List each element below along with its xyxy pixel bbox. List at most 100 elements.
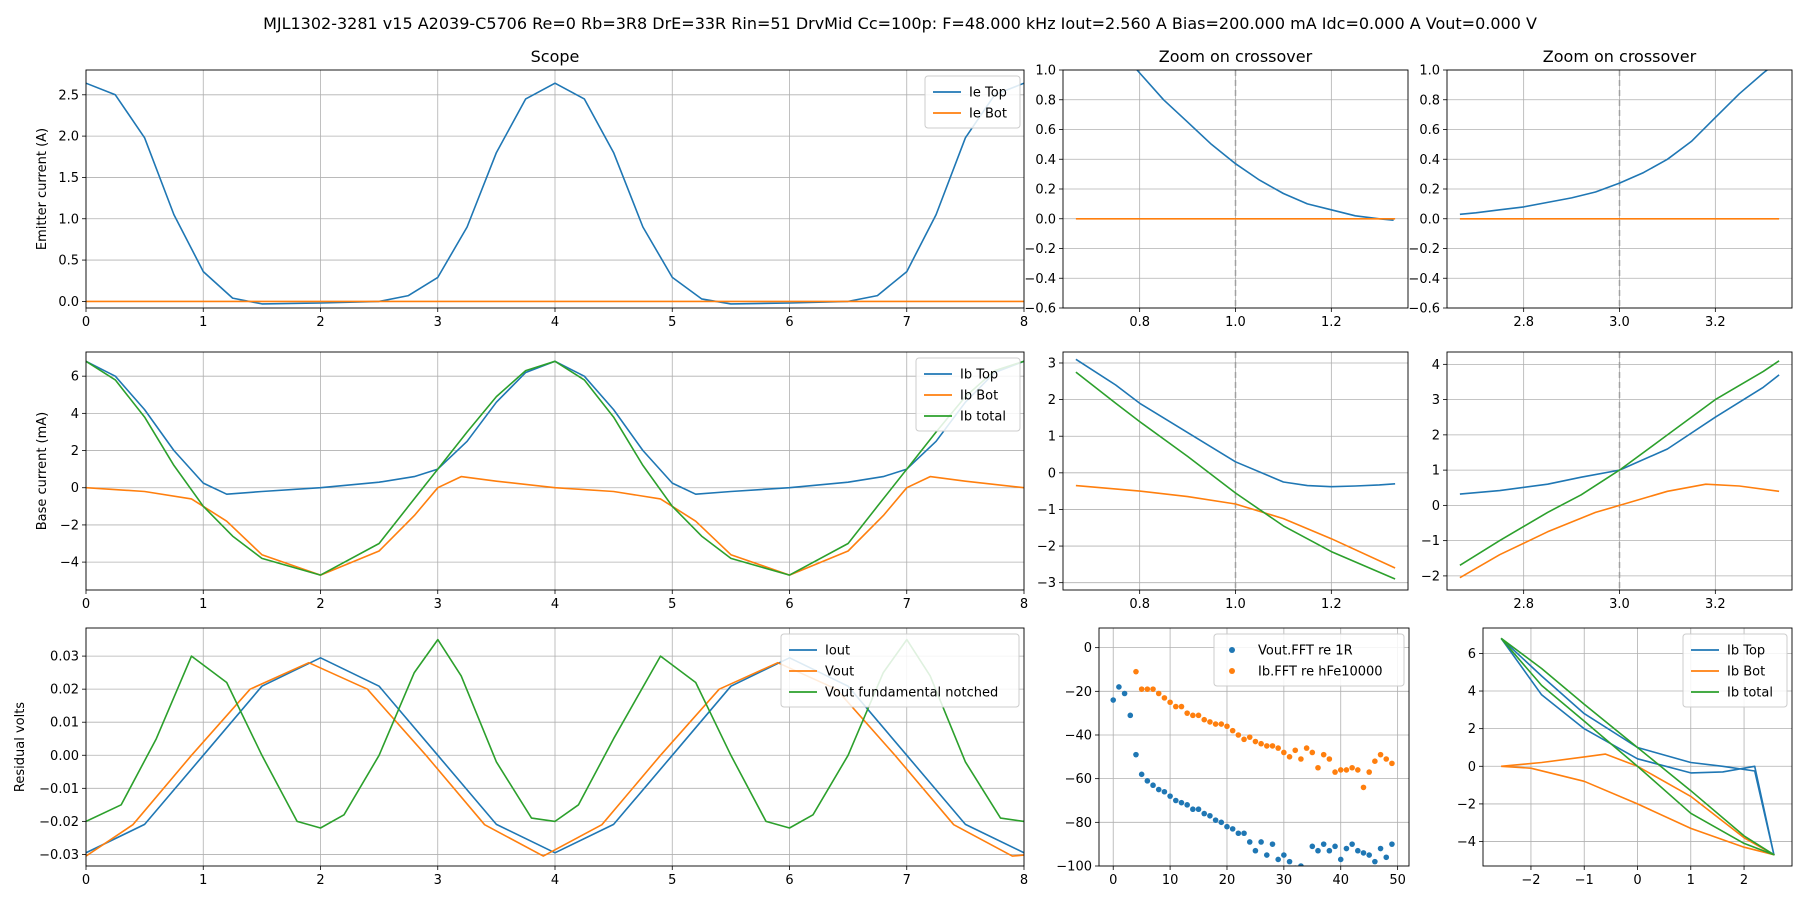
point-ib-fft-re-hfe10000 xyxy=(1343,767,1350,773)
point-vout-fft-re-1r xyxy=(1372,858,1378,865)
point-vout-fft-re-1r xyxy=(1389,841,1395,847)
y-tick-label: 4 xyxy=(71,407,79,422)
series-line-ib-total xyxy=(1075,371,1396,580)
y-tick-label: 4 xyxy=(1432,358,1440,373)
y-tick-label: 1.5 xyxy=(58,171,79,186)
legend-box xyxy=(924,75,1021,129)
point-ib-fft-re-hfe10000 xyxy=(1184,710,1190,716)
legend-label: Vout fundamental notched xyxy=(825,686,998,701)
point-vout-fft-re-1r xyxy=(1110,697,1117,703)
series-line-ib-bot xyxy=(1075,484,1396,569)
point-ib-fft-re-hfe10000 xyxy=(1212,721,1219,727)
legend-label: Ib total xyxy=(1727,686,1773,701)
point-ib-fft-re-hfe10000 xyxy=(1332,769,1338,775)
point-vout-fft-re-1r xyxy=(1366,852,1372,858)
point-ib-fft-re-hfe10000 xyxy=(1389,760,1395,767)
x-tick-label: 1.0 xyxy=(1225,315,1246,330)
point-ib-fft-re-hfe10000 xyxy=(1360,784,1367,791)
y-tick-label: −0.4 xyxy=(1024,272,1056,287)
x-tick-label: 10 xyxy=(1162,873,1179,888)
panel-lissajous: −2 −1 0 1 2 −4 −2 0 2 4 6 Ib Top Ib Bot Ib total xyxy=(1457,627,1793,888)
point-ib-fft-re-hfe10000 xyxy=(1298,756,1304,762)
x-tick-label: 40 xyxy=(1332,873,1349,888)
grid xyxy=(85,70,1025,308)
x-tick-label: 6 xyxy=(785,315,793,330)
point-ib-fft-re-hfe10000 xyxy=(1161,695,1168,701)
x-tick-label: 2.8 xyxy=(1513,597,1534,612)
y-tick-label: −1 xyxy=(1037,503,1056,518)
legend: Vout.FFT re 1R Ib.FFT re hFe10000 xyxy=(1213,633,1405,687)
panel-fft: 0 10 20 30 40 50 −100 −80 −60 −40 −20 0 Vout.FFT re … xyxy=(1056,627,1410,888)
point-ib-fft-re-hfe10000 xyxy=(1258,740,1264,747)
x-tick-label: 8 xyxy=(1020,315,1028,330)
point-vout-fft-re-1r xyxy=(1155,786,1162,793)
point-ib-fft-re-hfe10000 xyxy=(1366,769,1372,775)
point-vout-fft-re-1r xyxy=(1332,843,1338,850)
axes-frame xyxy=(1098,627,1410,867)
x-tick-label: 7 xyxy=(903,315,911,330)
x-tick-label: 1.2 xyxy=(1321,315,1342,330)
series-line-ib-top xyxy=(1075,358,1396,488)
y-tick-label: 0.2 xyxy=(1035,183,1056,198)
panels: 0 1 2 3 4 5 6 7 8 0.0 0.5 1.0 1.5 2.0 2.5 Scope Emitter … xyxy=(13,47,1793,888)
point-vout-fft-re-1r xyxy=(1320,841,1327,847)
legend-label: Vout xyxy=(825,665,854,680)
y-tick-label: −80 xyxy=(1065,816,1092,831)
y-tick-label: 0.02 xyxy=(50,683,79,698)
point-vout-fft-re-1r xyxy=(1207,812,1213,819)
y-tick-label: −0.6 xyxy=(1024,302,1056,317)
x-tick-label: 1 xyxy=(199,597,207,612)
point-vout-fft-re-1r xyxy=(1172,797,1179,804)
panel-zoom-emitter-1: 0.8 1.0 1.2 −0.6 −0.4 −0.2 0.0 0.2 0.4 0.6 0.8 1.0 Z… xyxy=(1024,47,1409,330)
point-ib-fft-re-hfe10000 xyxy=(1241,736,1247,743)
x-tick-label: 7 xyxy=(903,597,911,612)
point-ib-fft-re-hfe10000 xyxy=(1229,727,1236,734)
point-ib-fft-re-hfe10000 xyxy=(1133,668,1139,675)
y-tick-label: −2 xyxy=(1037,540,1056,555)
point-ib-fft-re-hfe10000 xyxy=(1144,686,1151,692)
x-tick-label: 1 xyxy=(199,873,207,888)
x-tick-label: 3.2 xyxy=(1705,315,1726,330)
legend-label: Ib total xyxy=(960,410,1006,425)
series-line-ie-top xyxy=(86,82,1024,305)
point-vout-fft-re-1r xyxy=(1281,852,1287,858)
x-tick-label: 1.2 xyxy=(1321,597,1342,612)
point-vout-fft-re-1r xyxy=(1133,751,1139,758)
series-group xyxy=(86,360,1024,576)
point-vout-fft-re-1r xyxy=(1309,843,1316,850)
point-vout-fft-re-1r xyxy=(1138,771,1145,778)
x-tick-label: 3 xyxy=(434,873,442,888)
y-tick-label: 1 xyxy=(1432,464,1440,479)
series-group xyxy=(1500,637,1775,856)
series-group xyxy=(86,82,1024,305)
y-tick-label: −4 xyxy=(60,556,79,571)
y-tick-label: 0.8 xyxy=(1419,93,1440,108)
y-tick-label: 0.6 xyxy=(1419,123,1440,138)
x-tick-label: 50 xyxy=(1389,873,1406,888)
y-tick-label: −0.03 xyxy=(39,848,79,863)
point-ib-fft-re-hfe10000 xyxy=(1292,747,1299,754)
x-tick-label: 6 xyxy=(785,597,793,612)
point-ib-fft-re-hfe10000 xyxy=(1303,745,1310,751)
y-tick-label: 6 xyxy=(71,370,79,385)
y-tick-label: 1 xyxy=(1048,430,1056,445)
panel-title: Zoom on crossover xyxy=(1543,47,1697,66)
point-ib-fft-re-hfe10000 xyxy=(1246,734,1253,740)
y-tick-label: 0.0 xyxy=(1035,212,1056,227)
point-vout-fft-re-1r xyxy=(1304,868,1310,874)
point-ib-fft-re-hfe10000 xyxy=(1190,712,1196,719)
legend: Iout Vout Vout fundamental notched xyxy=(780,633,1020,708)
point-ib-fft-re-hfe10000 xyxy=(1309,749,1316,756)
series-line-ib-total xyxy=(86,360,1024,576)
legend-label: Ib.FFT re hFe10000 xyxy=(1258,665,1383,680)
point-ib-fft-re-hfe10000 xyxy=(1377,751,1384,758)
legend-box xyxy=(1682,633,1788,708)
x-tick-label: 6 xyxy=(785,873,793,888)
x-tick-label: 2 xyxy=(1740,873,1748,888)
point-ib-fft-re-hfe10000 xyxy=(1252,738,1259,745)
y-tick-label: 2.0 xyxy=(58,130,79,145)
y-tick-label: 2.5 xyxy=(58,88,79,103)
point-vout-fft-re-1r xyxy=(1315,847,1321,854)
y-tick-label: −2 xyxy=(60,518,79,533)
